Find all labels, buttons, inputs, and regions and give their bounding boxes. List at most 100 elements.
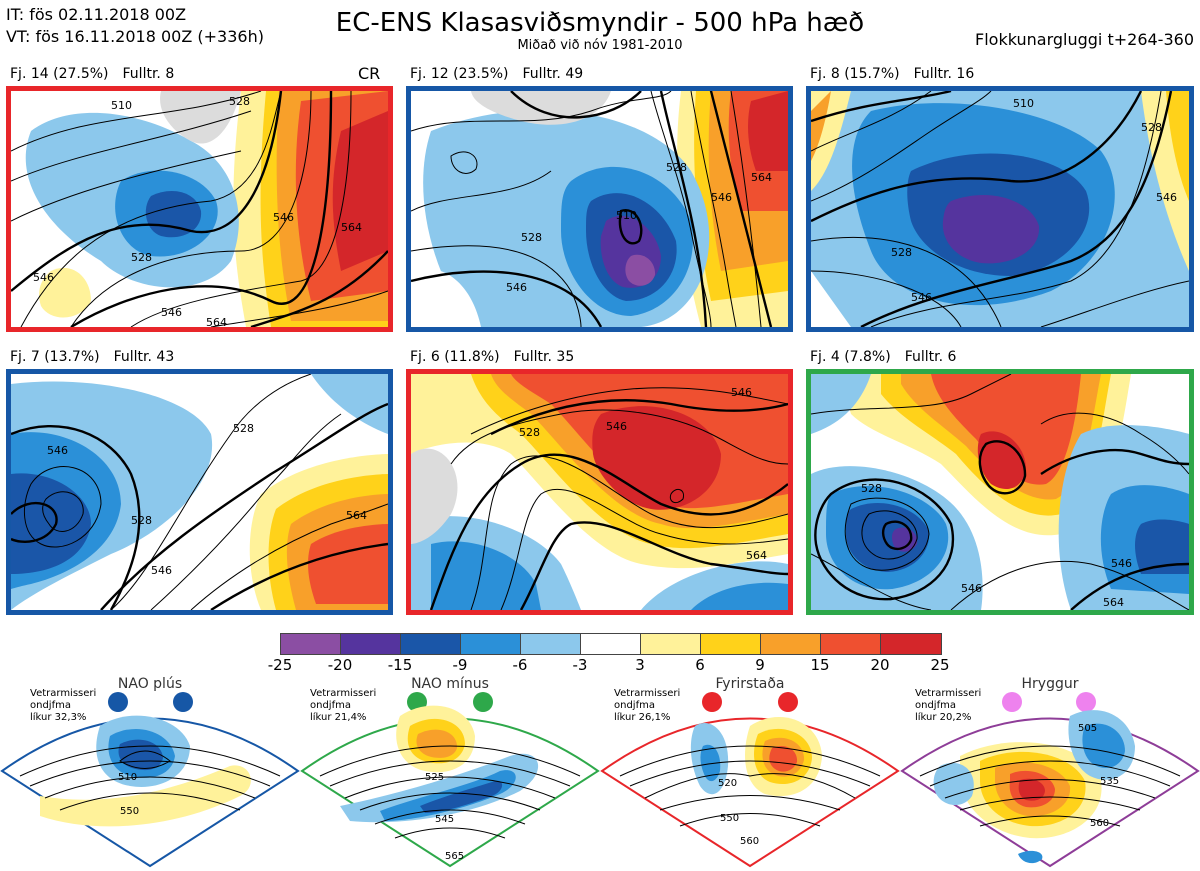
colorbar-swatch [701, 634, 761, 654]
colorbar-tick-label: 3 [635, 656, 645, 674]
colorbar-tick-label: 6 [695, 656, 705, 674]
colorbar-tick-label: 15 [810, 656, 830, 674]
cluster-label-3: Fj. 8 (15.7%) Fulltr. 16 [810, 66, 988, 82]
cluster-map-1: 528 546 564 528 546 510 546 564 [6, 86, 393, 332]
colorbar-swatch [461, 634, 521, 654]
colorbar-tick-label: -20 [327, 656, 353, 674]
contour-label: 505 [1078, 723, 1097, 734]
cluster-id: Fj. 4 (7.8%) [810, 349, 891, 365]
contour-label: 545 [435, 814, 454, 825]
colorbar-swatch [581, 634, 641, 654]
contour-label: 564 [206, 316, 227, 327]
page-subtitle: Miðað við nóv 1981-2010 [517, 38, 683, 53]
valid-time: VT: fös 16.11.2018 00Z (+336h) [6, 27, 264, 46]
contour-label: 510 [111, 99, 132, 112]
colorbar-tick-label: -25 [267, 656, 293, 674]
contour-label: 535 [1100, 776, 1119, 787]
contour-label: 546 [506, 281, 527, 294]
contour-label: 546 [1156, 191, 1177, 204]
cluster-flag: CR [358, 64, 381, 83]
anomaly-map: 510 528 546 528 546 [811, 91, 1189, 327]
contour-label: 564 [751, 171, 772, 184]
cluster-members: Fulltr. 8 [122, 66, 175, 82]
regime-map: 510 550 [0, 692, 300, 868]
contour-label: 560 [740, 836, 759, 847]
contour-label: 510 [1013, 97, 1034, 110]
cluster-id: Fj. 12 (23.5%) [410, 66, 509, 82]
cluster-label-1: Fj. 14 (27.5%) Fulltr. 8 [10, 66, 188, 82]
regime-marker-icon [702, 692, 722, 712]
contour-label: 564 [746, 549, 767, 562]
colorbar-tick-label: -6 [512, 656, 528, 674]
colorbar [280, 633, 942, 655]
cluster-map-3: 510 528 546 528 546 [806, 86, 1194, 332]
contour-label: 546 [1111, 557, 1132, 570]
initial-time: IT: fös 02.11.2018 00Z [6, 5, 187, 24]
contour-label: 528 [666, 161, 687, 174]
header-times: IT: fös 02.11.2018 00Z VT: fös 16.11.201… [6, 4, 264, 48]
contour-label: 528 [891, 246, 912, 259]
contour-label: 528 [233, 422, 254, 435]
contour-label: 550 [720, 813, 739, 824]
colorbar-tick-label: 25 [930, 656, 950, 674]
regime-info: Vetrarmisseri ondjfma líkur 26,1% [614, 688, 681, 723]
colorbar-swatch [521, 634, 581, 654]
contour-label: 546 [273, 211, 294, 224]
contour-label: 510 [118, 772, 137, 783]
contour-label: 546 [731, 386, 752, 399]
regime-name: Hryggur [1021, 676, 1079, 692]
contour-label: 546 [961, 582, 982, 595]
colorbar-swatch [341, 634, 401, 654]
cluster-id: Fj. 7 (13.7%) [10, 349, 100, 365]
colorbar-swatch [401, 634, 461, 654]
contour-label: 546 [711, 191, 732, 204]
anomaly-map: 528 546 564 510 528 546 [411, 91, 788, 327]
colorbar-tick-label: 9 [755, 656, 765, 674]
page-title: EC-ENS Klasasviðsmyndir - 500 hPa hæð [335, 8, 865, 38]
cluster-id: Fj. 8 (15.7%) [810, 66, 900, 82]
colorbar-tick-label: -15 [387, 656, 413, 674]
cluster-members: Fulltr. 6 [904, 349, 957, 365]
cluster-label-4: Fj. 7 (13.7%) Fulltr. 43 [10, 349, 188, 365]
contour-label: 564 [1103, 596, 1124, 609]
contour-label: 528 [1141, 121, 1162, 134]
contour-label: 550 [120, 806, 139, 817]
contour-label: 565 [445, 851, 464, 862]
regime-name: NAO plús [117, 676, 183, 692]
contour-label: 528 [519, 426, 540, 439]
cluster-id: Fj. 14 (27.5%) [10, 66, 109, 82]
cluster-members: Fulltr. 16 [913, 66, 975, 82]
regime-marker-icon [108, 692, 128, 712]
colorbar-tick-label: -9 [452, 656, 468, 674]
colorbar-tick-label: 20 [870, 656, 890, 674]
cluster-map-6: 528 546 564 546 [806, 369, 1194, 615]
regime-marker-icon [1076, 692, 1096, 712]
contour-label: 564 [346, 509, 367, 522]
anomaly-map: 528 546 564 546 [811, 374, 1189, 610]
cluster-map-5: 528 546 564 546 [406, 369, 793, 615]
regime-name: Fyrirstaða [715, 676, 785, 692]
contour-label: 546 [161, 306, 182, 319]
regime-marker-icon [1002, 692, 1022, 712]
contour-label: 528 [131, 251, 152, 264]
regime-marker-icon [473, 692, 493, 712]
anomaly-map: 528 546 564 546 [411, 374, 788, 610]
contour-label: 528 [229, 95, 250, 108]
regime-info: Vetrarmisseri ondjfma líkur 20,2% [915, 688, 982, 723]
contour-label: 546 [33, 271, 54, 284]
regime-nao-minus: NAO mínus Vetrarmisseri ondjfma líkur 21… [300, 676, 600, 871]
regime-map: 505 535 560 [900, 692, 1200, 868]
cluster-map-4: 546 528 546 564 528 [6, 369, 393, 615]
colorbar-tick-label: -3 [572, 656, 588, 674]
regime-marker-icon [778, 692, 798, 712]
cluster-members: Fulltr. 35 [513, 349, 575, 365]
contour-label: 546 [606, 420, 627, 433]
colorbar-swatch [881, 634, 941, 654]
contour-label: 528 [861, 482, 882, 495]
anomaly-map: 546 528 546 564 528 [11, 374, 388, 610]
regime-map: 525 545 565 [300, 692, 600, 868]
contour-label: 560 [1090, 818, 1109, 829]
contour-label: 520 [718, 778, 737, 789]
cluster-map-2: 528 546 564 510 528 546 [406, 86, 793, 332]
regime-nao-plus: NAO plús Vetrarmisseri ondjfma líkur 32,… [0, 676, 300, 871]
